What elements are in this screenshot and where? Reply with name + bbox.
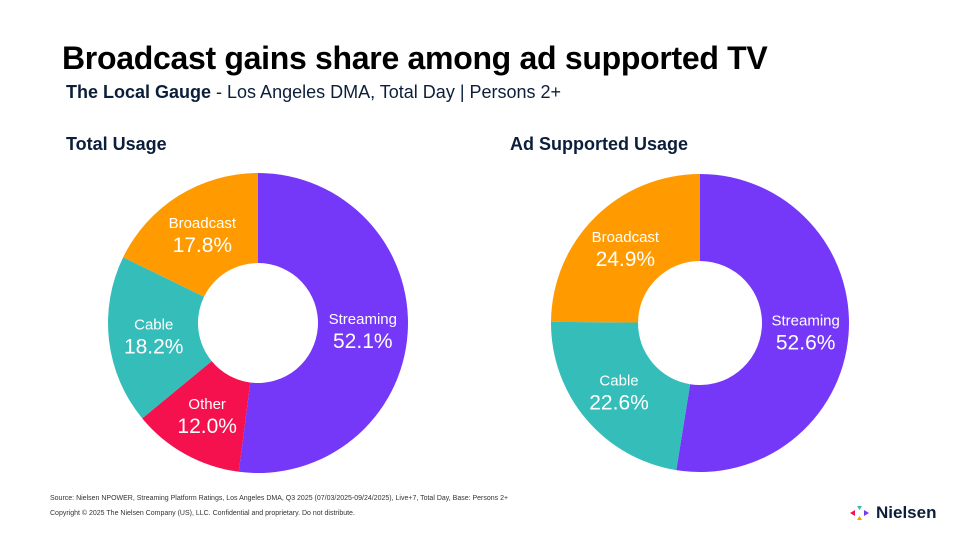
subtitle-rest: - Los Angeles DMA, Total Day | Persons 2… <box>211 82 562 102</box>
chart-title-ad-supported: Ad Supported Usage <box>510 134 689 154</box>
slide-title: Broadcast gains share among ad supported… <box>62 40 768 76</box>
slice-label-broadcast: Broadcast <box>169 215 237 232</box>
slice-label-cable: Cable <box>134 316 173 333</box>
slice-label-other: Other <box>188 396 226 413</box>
slice-cable <box>107 257 212 419</box>
slice-label-streaming: Streaming <box>771 312 839 329</box>
slice-cable <box>551 321 691 471</box>
slice-value-streaming: 52.6% <box>776 331 836 354</box>
slice-value-cable: 18.2% <box>124 335 184 358</box>
slice-value-other: 12.0% <box>177 415 237 438</box>
slice-other <box>142 361 251 472</box>
slide-subtitle: The Local Gauge - Los Angeles DMA, Total… <box>66 82 561 103</box>
slice-label-streaming: Streaming <box>329 311 397 328</box>
footer-source: Source: Nielsen NPOWER, Streaming Platfo… <box>50 495 509 502</box>
nielsen-logo-text: Nielsen <box>876 503 937 522</box>
nielsen-logo-icon <box>850 506 869 520</box>
slice-label-broadcast: Broadcast <box>592 229 660 246</box>
slice-value-broadcast: 17.8% <box>173 234 233 257</box>
slice-broadcast <box>551 174 700 323</box>
slice-label-cable: Cable <box>599 372 638 389</box>
slice-streaming <box>238 173 408 473</box>
slice-value-streaming: 52.1% <box>333 330 393 353</box>
chart-title-total: Total Usage <box>66 134 167 154</box>
slice-value-cable: 22.6% <box>589 391 649 414</box>
footer-copyright: Copyright © 2025 The Nielsen Company (US… <box>50 510 355 517</box>
slice-broadcast <box>123 173 258 297</box>
subtitle-bold: The Local Gauge <box>66 82 212 102</box>
nielsen-logo: Nielsen <box>850 503 936 523</box>
slice-value-broadcast: 24.9% <box>596 248 656 271</box>
slice-streaming <box>676 174 850 472</box>
